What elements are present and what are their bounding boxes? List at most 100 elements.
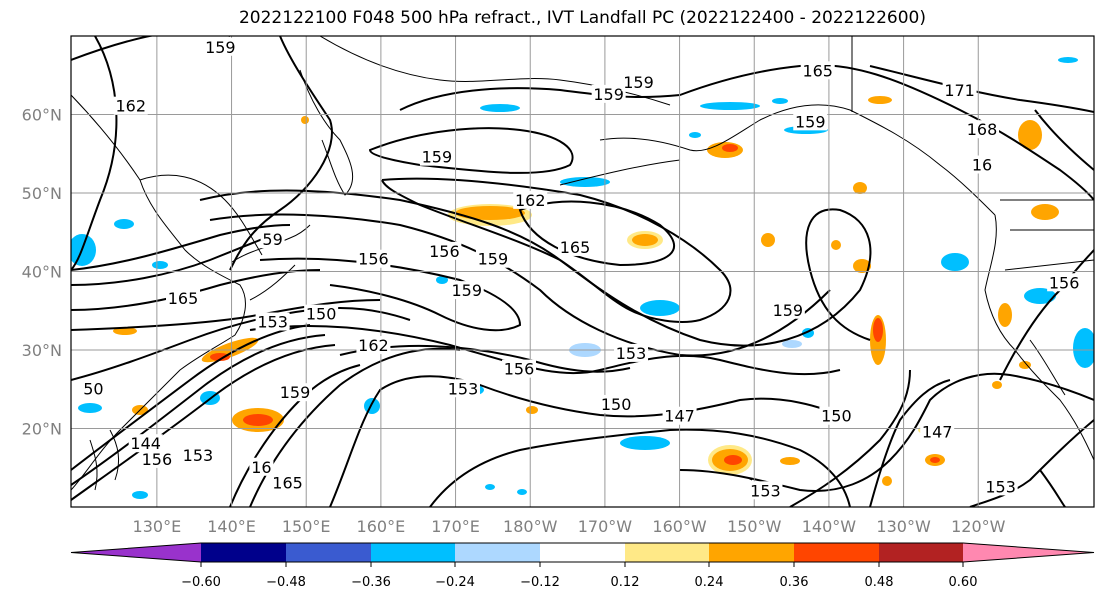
latitude-label: 60°N bbox=[22, 106, 62, 125]
negative-patch bbox=[480, 104, 520, 112]
contour-label-bg bbox=[558, 237, 593, 256]
positive-patch bbox=[1031, 204, 1059, 220]
contour-label: 165 bbox=[802, 61, 833, 80]
contour-label-bg bbox=[278, 383, 313, 402]
contour-label-bg bbox=[270, 473, 305, 492]
contour-line bbox=[789, 369, 911, 507]
colorbar-tick-label: 0.12 bbox=[611, 575, 640, 590]
contour-label-bg bbox=[793, 112, 828, 131]
positive-patch bbox=[992, 381, 1002, 389]
negative-patch bbox=[364, 398, 380, 414]
contour-line bbox=[869, 65, 1094, 113]
contour-line bbox=[339, 344, 631, 373]
contour-label: 165 bbox=[272, 473, 303, 492]
contour-label: 159 bbox=[623, 73, 654, 92]
colorbar-tick-label: 0.24 bbox=[695, 575, 724, 590]
contour-label-bg bbox=[770, 300, 805, 319]
contour-label: 153 bbox=[257, 313, 288, 332]
colorbar-tick-label: 0.60 bbox=[949, 575, 978, 590]
contour-line bbox=[71, 36, 230, 61]
contour-label: 147 bbox=[664, 407, 695, 426]
contour-label: 162 bbox=[358, 336, 389, 355]
contour-label: 171 bbox=[944, 81, 975, 100]
contour-label-bg bbox=[942, 80, 977, 99]
contour-line bbox=[229, 364, 361, 507]
contour-label: 156 bbox=[1049, 273, 1080, 292]
contour-label: 150 bbox=[601, 395, 632, 414]
positive-patch bbox=[243, 414, 273, 426]
contour-line bbox=[71, 307, 411, 381]
contour-line bbox=[399, 63, 1094, 201]
positive-patch bbox=[998, 303, 1012, 327]
colorbar-tick-label: −0.24 bbox=[435, 575, 475, 590]
colorbar-segment bbox=[879, 543, 963, 562]
contour-line bbox=[71, 224, 291, 271]
contour-label-bg bbox=[819, 406, 854, 425]
negative-patch bbox=[485, 484, 495, 490]
colorbar-segment bbox=[540, 543, 625, 562]
contour-label: 153 bbox=[616, 344, 647, 363]
contour-label: 147 bbox=[922, 422, 953, 441]
contour-label: 144 bbox=[130, 434, 161, 453]
coast-japan bbox=[231, 224, 311, 301]
contour-line bbox=[869, 379, 951, 507]
positive-patch bbox=[1018, 120, 1042, 150]
contour-label: 153 bbox=[183, 446, 214, 465]
longitude-label: 140°E bbox=[207, 517, 256, 536]
contour-line bbox=[71, 324, 311, 471]
contour-label-bg bbox=[113, 96, 148, 115]
contour-label-bg bbox=[800, 61, 835, 80]
positive-patch bbox=[455, 206, 525, 220]
negative-patch bbox=[1058, 57, 1078, 63]
colorbar-extend-low bbox=[71, 543, 201, 562]
contour-label: 156 bbox=[358, 250, 389, 269]
contour-label-bg bbox=[260, 230, 285, 249]
contour-label: 16 bbox=[972, 156, 992, 175]
contour-label: 162 bbox=[115, 97, 146, 116]
contour-label: 165 bbox=[560, 238, 591, 257]
colorbar-segment bbox=[625, 543, 709, 562]
positive-patch bbox=[301, 116, 309, 124]
longitude-label: 120°W bbox=[951, 517, 1006, 536]
contour-label-bg bbox=[748, 481, 783, 500]
negative-patch bbox=[941, 253, 969, 271]
coast-aleutians bbox=[559, 159, 681, 186]
longitude-labels: 130°E 140°E 150°E 160°E 170°E 180°W 170°W 160°W… bbox=[133, 517, 1006, 536]
negative-patch bbox=[132, 491, 148, 499]
graticule bbox=[71, 36, 1094, 507]
contour-label-bg bbox=[81, 379, 106, 398]
contour-label-bg bbox=[969, 155, 994, 174]
positive-patch bbox=[831, 240, 841, 250]
negative-patch bbox=[772, 98, 788, 104]
contour-label-bg bbox=[356, 249, 391, 268]
contour-label-bg bbox=[128, 434, 163, 453]
colorbar-tick-label: −0.60 bbox=[181, 575, 221, 590]
contour-line bbox=[71, 334, 326, 486]
contour-line bbox=[71, 231, 281, 286]
negative-patch bbox=[436, 276, 448, 284]
contour-label-bg bbox=[599, 394, 634, 413]
positive-patch bbox=[1019, 361, 1031, 369]
contour-label-bg bbox=[920, 422, 955, 441]
colorbar-segment bbox=[455, 543, 540, 562]
colorbar-segment bbox=[709, 543, 794, 562]
contour-label: 159 bbox=[773, 301, 804, 320]
latitude-label: 20°N bbox=[22, 420, 62, 439]
contour-label: 159 bbox=[451, 281, 482, 300]
longitude-label: 160°E bbox=[357, 517, 406, 536]
positive-patch bbox=[722, 144, 738, 152]
positive-patch bbox=[853, 182, 867, 194]
latitude-labels: 60°N 50°N 40°N 30°N 20°N bbox=[22, 106, 62, 439]
border-states bbox=[1004, 229, 1094, 271]
latitude-label: 40°N bbox=[22, 263, 62, 282]
negative-patch bbox=[689, 132, 701, 138]
coast-philippines bbox=[89, 429, 120, 491]
contour-label: 159 bbox=[478, 250, 509, 269]
map-title: 2022122100 F048 500 hPa refract., IVT La… bbox=[238, 8, 926, 28]
positive-patch bbox=[882, 476, 892, 486]
contour-line bbox=[1039, 469, 1066, 507]
contour-label: 150 bbox=[306, 305, 337, 324]
contour-label: 162 bbox=[515, 191, 546, 210]
